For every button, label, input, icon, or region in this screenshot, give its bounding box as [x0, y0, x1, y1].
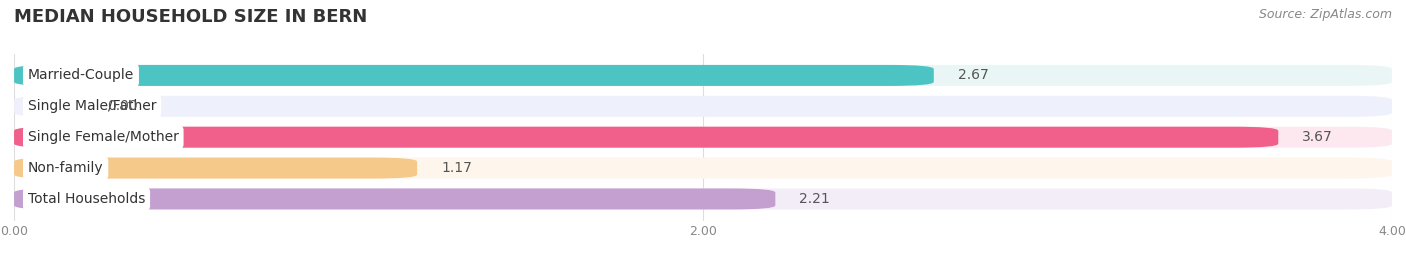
Text: MEDIAN HOUSEHOLD SIZE IN BERN: MEDIAN HOUSEHOLD SIZE IN BERN — [14, 8, 367, 26]
FancyBboxPatch shape — [14, 158, 1392, 179]
Text: 2.21: 2.21 — [800, 192, 830, 206]
FancyBboxPatch shape — [14, 189, 1392, 210]
Text: Single Female/Mother: Single Female/Mother — [28, 130, 179, 144]
Text: Non-family: Non-family — [28, 161, 104, 175]
Text: 1.17: 1.17 — [441, 161, 472, 175]
Text: Married-Couple: Married-Couple — [28, 68, 134, 82]
FancyBboxPatch shape — [14, 127, 1278, 148]
FancyBboxPatch shape — [14, 158, 418, 179]
FancyBboxPatch shape — [14, 189, 775, 210]
Text: Total Households: Total Households — [28, 192, 145, 206]
Text: Source: ZipAtlas.com: Source: ZipAtlas.com — [1258, 8, 1392, 21]
FancyBboxPatch shape — [14, 65, 1392, 86]
Text: Single Male/Father: Single Male/Father — [28, 99, 156, 113]
FancyBboxPatch shape — [14, 127, 1392, 148]
Text: 3.67: 3.67 — [1302, 130, 1333, 144]
Text: 2.67: 2.67 — [957, 68, 988, 82]
FancyBboxPatch shape — [14, 96, 1392, 117]
FancyBboxPatch shape — [14, 65, 934, 86]
Text: 0.00: 0.00 — [107, 99, 138, 113]
